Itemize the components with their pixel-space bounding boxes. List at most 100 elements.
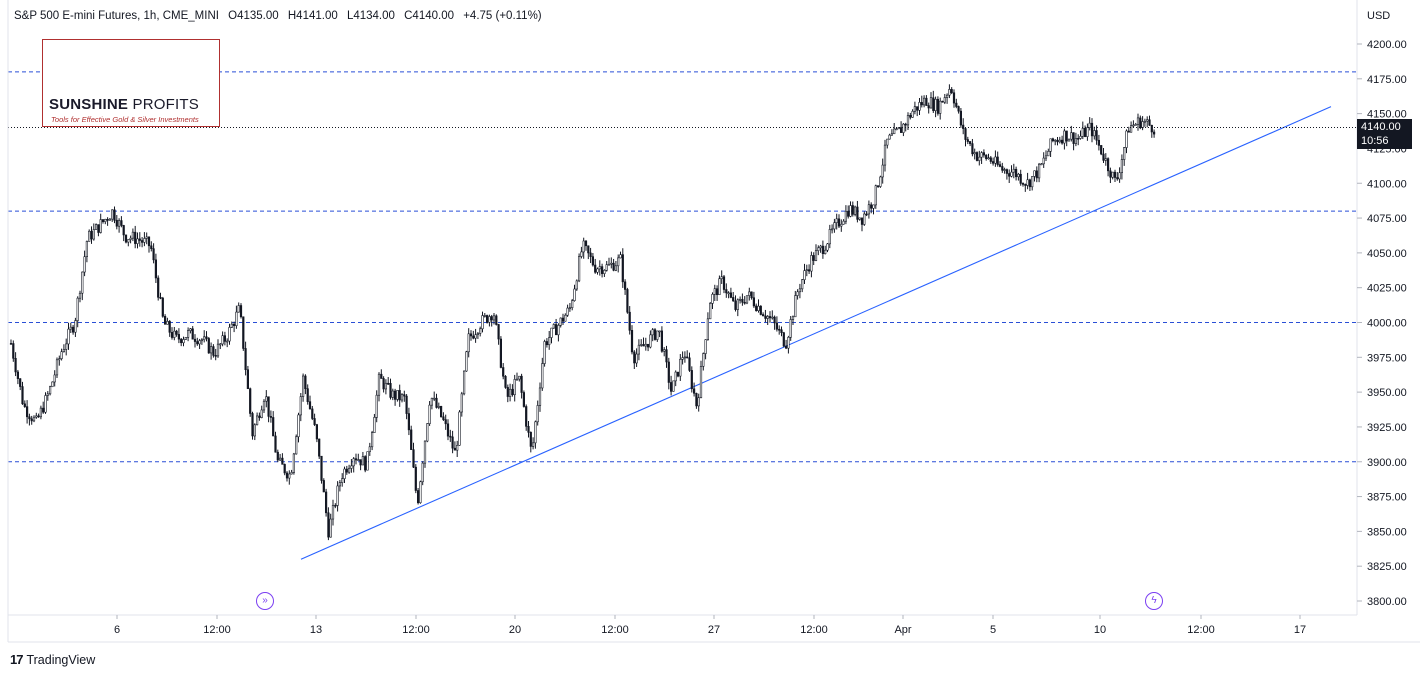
candle [72,324,75,335]
candle-body [686,356,689,359]
candle [472,330,475,340]
candle-body [1051,138,1054,142]
candle [403,390,406,402]
candle-body [895,128,898,131]
candle [136,232,139,249]
candle-body [377,373,381,396]
candle [1090,118,1094,143]
candle [95,223,98,230]
candle [918,97,921,115]
candle [166,317,169,325]
candle-body [304,375,307,389]
candle-body [1090,122,1094,137]
lightning-icon[interactable]: ϟ [1145,592,1163,610]
candle-body [442,416,445,420]
candle [686,350,689,359]
candle-body [817,247,820,251]
candle [393,388,397,406]
candle-body [653,329,657,340]
symbol-title[interactable]: S&P 500 E-mini Futures, 1h, CME_MINI [14,10,219,22]
candle-body [221,335,224,345]
last-price-label: 4140.00 10:56 [1357,119,1412,149]
candle [490,314,493,327]
candle [525,404,528,431]
candle [1074,132,1077,147]
candle [692,382,696,397]
candle [412,442,415,468]
candle-body [548,337,551,346]
candle-body [336,485,339,506]
candle [389,378,392,400]
candle-body [347,468,351,473]
candle [1125,129,1128,154]
support-trendline[interactable] [300,106,1332,560]
candle-body [433,397,436,400]
candle [368,442,371,456]
candle [23,400,26,408]
candle-body [699,366,703,399]
candle [1028,178,1031,192]
candle [88,229,91,242]
candle-body [350,465,353,469]
candle [962,118,965,135]
candle [929,92,933,109]
candle [327,507,330,541]
price-axis[interactable]: 3800.00 3825.00 3850.00 3875.00 3900.00 3925.… [1357,39,1407,608]
candle [752,291,755,308]
candle [858,217,861,221]
candle-body [143,238,146,243]
candle [1143,118,1146,127]
candle [198,338,201,350]
candle [407,407,411,436]
candle-body [672,380,675,392]
candle [1081,121,1084,140]
sunshine-profits-logo: SUNSHINE PROFITS Tools for Effective Gol… [42,39,220,127]
candle-body [840,223,843,227]
tradingview-logo[interactable]: 17 TradingView [10,652,95,667]
candle [568,303,571,312]
candle-body [810,255,813,272]
candle-body [982,152,985,156]
candle-body [980,152,983,158]
candle [1054,139,1057,146]
candle-body [106,218,109,221]
candle [377,372,381,402]
candle [28,413,31,426]
candle [906,112,910,130]
candle-body [531,442,535,447]
candle-body [37,415,40,418]
candle-body [784,345,788,349]
currency-label[interactable]: USD [1367,10,1391,22]
candle-body [667,361,670,383]
candle-body [950,89,953,94]
candle [573,284,576,302]
candle [90,226,93,244]
candle [656,330,659,342]
candle-body [803,270,806,281]
candle-body [550,327,553,338]
candle-body [283,464,286,474]
candle-body [407,413,411,431]
candle [451,430,454,454]
candle-body [1104,158,1107,161]
candle-body [198,340,201,345]
candle-body [603,269,606,274]
double-arrow-icon[interactable]: » [256,592,274,610]
candle-body [99,219,102,233]
candle-body [239,305,243,318]
candle-body [676,371,680,377]
candle-body [1014,168,1018,178]
candle-body [212,346,215,356]
candle [513,374,516,402]
price-tick-label: 4075.00 [1367,213,1407,225]
candle [941,100,944,103]
candle-body [821,245,824,255]
candle-body [1132,124,1135,127]
time-axis[interactable]: 6 12:00 13 12:00 20 12:00 27 12:00 Apr 5 10 12:00 17 [114,615,1306,636]
candle-body [612,262,615,271]
candle [329,513,332,538]
candle [382,376,385,393]
candle [635,348,638,367]
candle [354,453,358,465]
candle-body [129,237,132,240]
